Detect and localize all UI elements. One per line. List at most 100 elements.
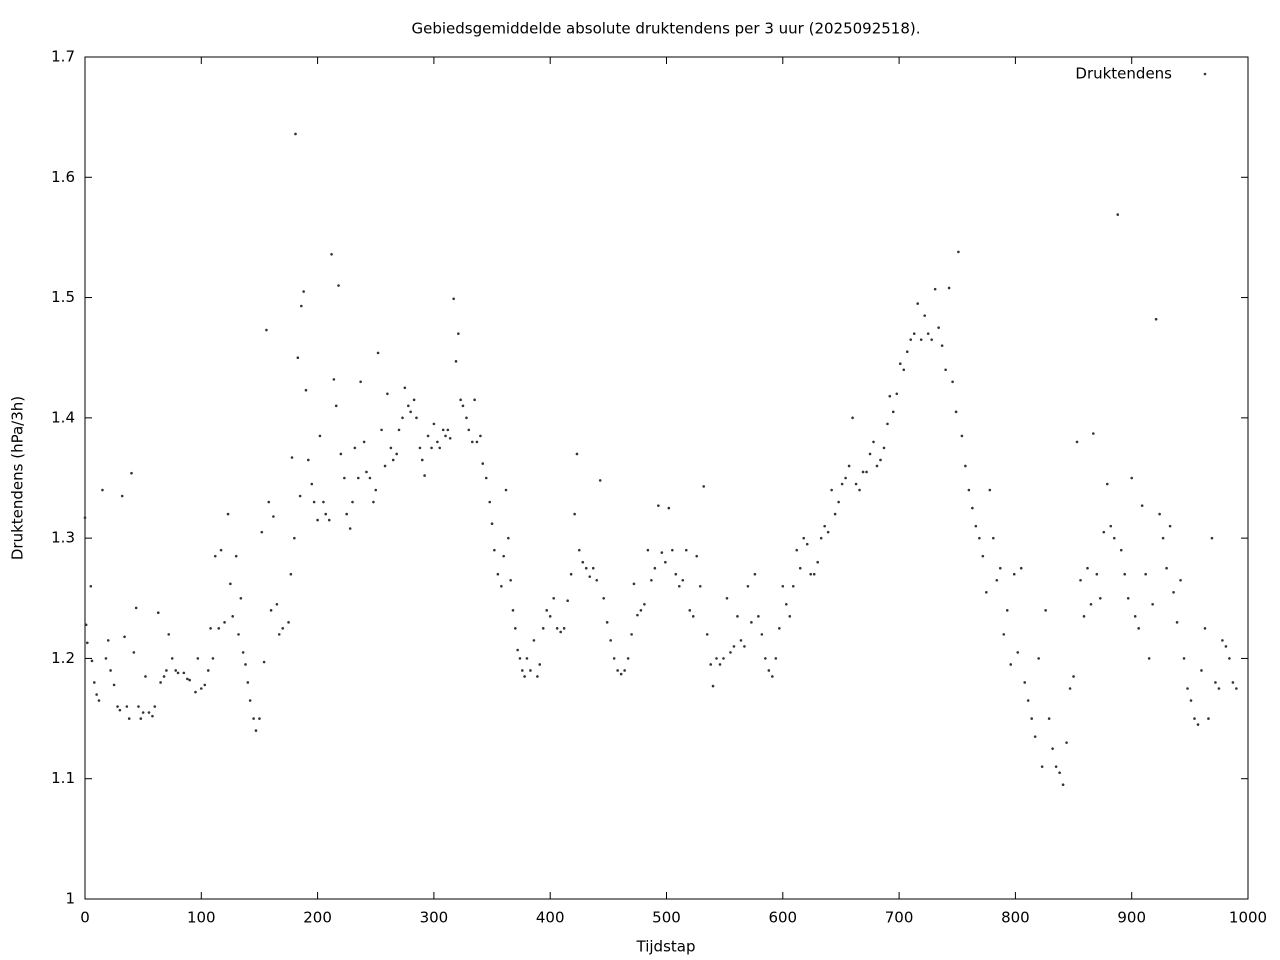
data-point	[722, 657, 725, 660]
data-point	[484, 476, 488, 480]
x-tick-label: 600	[768, 909, 797, 927]
data-point	[430, 446, 433, 450]
data-point	[1089, 603, 1093, 606]
data-point	[1068, 687, 1072, 690]
data-point	[919, 338, 923, 341]
data-point	[1200, 669, 1203, 672]
x-tick-label: 900	[1117, 909, 1146, 927]
data-point	[395, 452, 398, 456]
data-point	[104, 657, 108, 660]
data-point	[118, 708, 122, 712]
data-point	[784, 603, 788, 606]
data-point	[743, 645, 746, 648]
data-point	[415, 416, 418, 420]
data-point	[844, 476, 847, 480]
data-point	[823, 524, 826, 528]
data-point	[1086, 566, 1089, 570]
data-point	[816, 560, 819, 564]
data-point	[619, 672, 623, 676]
data-point	[523, 675, 526, 678]
data-point	[343, 476, 346, 480]
data-point	[241, 651, 245, 654]
data-point	[196, 657, 200, 660]
data-point	[409, 410, 412, 414]
data-point	[376, 351, 380, 355]
data-point	[254, 729, 258, 732]
data-point	[688, 609, 692, 612]
data-point	[995, 578, 999, 582]
data-point	[389, 446, 393, 450]
data-point	[454, 360, 458, 363]
data-point	[868, 452, 872, 456]
data-point	[1082, 615, 1086, 618]
data-point	[496, 572, 500, 576]
data-point	[709, 663, 712, 666]
data-point	[1098, 596, 1102, 600]
data-point	[791, 584, 795, 588]
data-point	[930, 338, 933, 341]
data-point	[153, 705, 157, 708]
data-point	[559, 630, 562, 634]
data-point	[459, 398, 462, 402]
data-point	[739, 639, 743, 642]
y-tick-label: 1.3	[51, 529, 75, 547]
data-point	[182, 671, 186, 675]
data-point	[269, 609, 273, 612]
data-point	[912, 332, 916, 335]
data-point	[705, 633, 709, 636]
data-point	[802, 536, 806, 540]
data-point	[475, 440, 479, 444]
x-axis-label: Tijdstap	[636, 938, 696, 956]
data-point	[374, 488, 378, 492]
data-point	[1019, 566, 1023, 570]
data-point	[130, 471, 133, 475]
data-point	[711, 684, 715, 688]
x-tick-label: 1000	[1229, 909, 1267, 927]
data-point	[1203, 627, 1207, 630]
data-point	[203, 683, 207, 687]
x-tick-label: 100	[187, 909, 216, 927]
data-point	[891, 410, 895, 414]
data-point	[90, 659, 94, 663]
data-point	[650, 578, 653, 582]
data-point	[1105, 482, 1109, 486]
data-point	[809, 572, 813, 576]
data-point	[1092, 432, 1095, 435]
data-point	[954, 410, 958, 414]
data-point	[1172, 590, 1175, 594]
data-point	[500, 584, 503, 588]
data-point	[167, 633, 171, 636]
data-point	[1154, 317, 1158, 321]
data-point	[764, 657, 767, 660]
data-point	[290, 456, 294, 459]
data-point	[490, 522, 494, 526]
data-point	[302, 290, 305, 293]
data-point	[944, 368, 947, 372]
x-tick-label: 300	[420, 909, 449, 927]
data-point	[581, 560, 585, 564]
data-point	[461, 404, 465, 408]
data-point	[1061, 783, 1065, 787]
data-point	[653, 566, 657, 570]
data-point	[359, 380, 362, 384]
data-point	[1047, 717, 1051, 720]
data-point	[536, 675, 539, 678]
data-point	[1095, 572, 1099, 576]
x-tick-label: 400	[536, 909, 565, 927]
data-point	[1214, 681, 1217, 684]
data-point	[504, 488, 508, 492]
data-point	[144, 675, 147, 678]
data-point	[1123, 572, 1127, 576]
data-point	[902, 368, 906, 372]
y-tick-label: 1.7	[51, 48, 75, 66]
data-point	[923, 314, 926, 317]
data-point	[493, 548, 496, 552]
data-point	[386, 392, 389, 396]
data-point	[83, 516, 87, 519]
data-point	[420, 458, 424, 462]
data-point	[555, 627, 559, 630]
data-point	[260, 530, 264, 534]
data-point	[916, 302, 920, 305]
data-point	[239, 596, 243, 600]
